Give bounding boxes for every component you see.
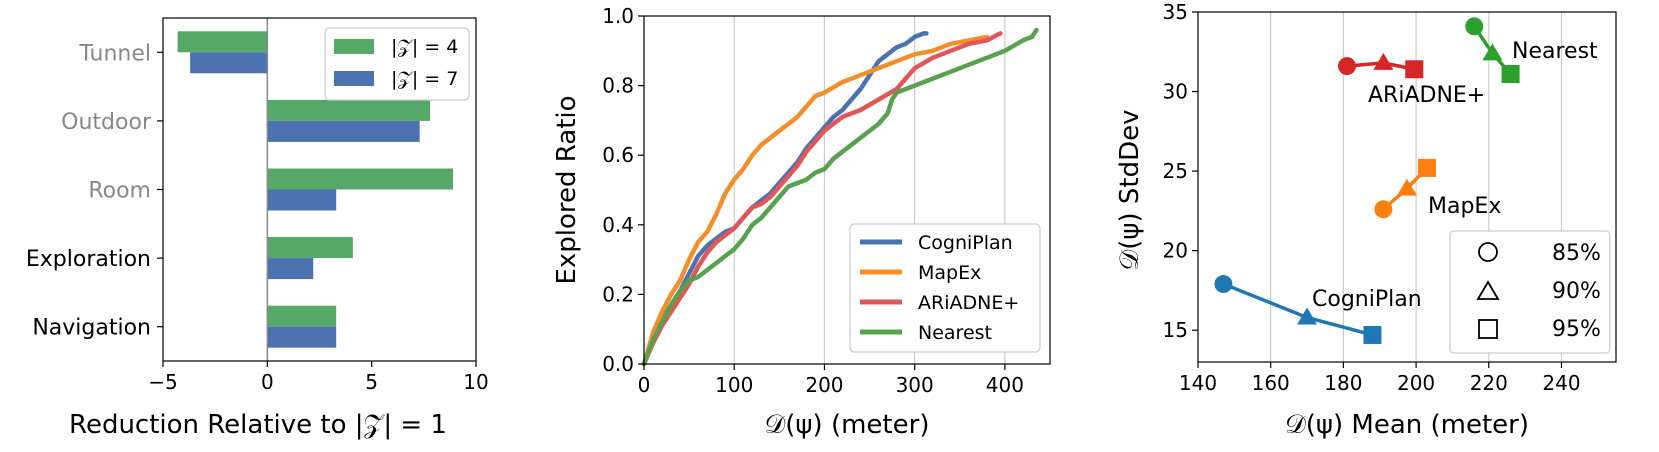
- bar-outdoor-s0: [267, 99, 431, 121]
- legend-swatch-z7: [334, 71, 374, 86]
- y-tick-label: 15: [1163, 318, 1188, 342]
- marker-cogniplan-85: [1214, 275, 1233, 294]
- legend-circle-marker: [1478, 242, 1498, 262]
- bar-tunnel-s0: [177, 31, 268, 53]
- plot-frame: [643, 15, 1051, 365]
- legend-label-z4: |𝒵| = 4: [391, 36, 458, 58]
- marker-mapex-90: [1397, 178, 1417, 196]
- line-nearest: [641, 27, 1039, 367]
- x-tick-label: 240: [1542, 371, 1580, 395]
- y-tick-label: 0.6: [602, 143, 634, 167]
- y-tick-label: 0.2: [602, 282, 634, 306]
- legend-triangle-marker: [1476, 280, 1500, 300]
- x-axis: 0 100 200 300 400: [638, 364, 1024, 397]
- y-axis-label: Explored Ratio: [552, 95, 582, 284]
- x-tick-label: 400: [986, 373, 1024, 397]
- x-axis: 140 160 180 200 220 240: [1179, 362, 1581, 395]
- x-tick-label: 10: [463, 370, 488, 394]
- marker-ariadne-90: [1373, 52, 1394, 70]
- marker-cogniplan-95: [1363, 325, 1382, 344]
- marker-mapex-95: [1417, 158, 1436, 177]
- x-tick-label: 200: [1397, 371, 1435, 395]
- x-tick-label: 220: [1470, 371, 1508, 395]
- line-mapex: [641, 34, 990, 367]
- series-lines: [641, 27, 1039, 367]
- y-tick-label: 35: [1163, 0, 1188, 24]
- y-axis-label: 𝒟(ψ) StdDev: [1115, 109, 1145, 270]
- legend-box: [849, 223, 1041, 353]
- marker-nearest-85: [1465, 17, 1484, 36]
- x-tick-label: 300: [896, 373, 934, 397]
- plot-frame: [1197, 11, 1617, 363]
- y-tick-label: 25: [1163, 159, 1188, 183]
- category-label: Room: [88, 179, 151, 204]
- y-tick-label: 20: [1163, 239, 1188, 263]
- category-label: Navigation: [32, 316, 151, 341]
- legend: CogniPlan MapEx ARiADNE+ Nearest: [849, 223, 1041, 353]
- bar-group: [177, 31, 454, 348]
- category-label: Tunnel: [78, 41, 151, 66]
- scatter-chart-panel: 140 160 180 200 220 240 15 20 25 30 35 𝒟(ψ) Mean …: [1115, 0, 1617, 440]
- legend-swatch-z4: [334, 39, 374, 54]
- line-cogniplan: [641, 31, 929, 367]
- marker-cogniplan-90: [1297, 307, 1318, 325]
- legend-label-mapex: MapEx: [918, 262, 981, 284]
- legend-square-marker: [1478, 319, 1498, 339]
- x-tick-label: 100: [715, 373, 753, 397]
- bar-chart-panel: Tunnel Outdoor Room Exploration Navigation −…: [26, 17, 489, 440]
- y-tick-label: 30: [1163, 80, 1188, 104]
- legend-label-95: 95%: [1552, 317, 1601, 342]
- series-markers: [1214, 17, 1520, 344]
- y-tick-label: 1.0: [602, 4, 634, 28]
- x-axis-label: 𝒟(ψ) (meter): [765, 410, 930, 440]
- marker-ariadne-85: [1338, 57, 1357, 76]
- marker-nearest-95: [1501, 65, 1520, 84]
- x-tick-label: 160: [1252, 371, 1290, 395]
- legend-label-z7: |𝒵| = 7: [391, 68, 458, 90]
- x-tick-label: 180: [1324, 371, 1362, 395]
- bar-outdoor-s1: [267, 120, 420, 142]
- bar-exploration-s1: [267, 258, 314, 280]
- x-tick-label: 0: [261, 370, 274, 394]
- x-tick-label: 5: [365, 370, 378, 394]
- bar-exploration-s0: [267, 237, 353, 259]
- bar-room-s0: [267, 168, 454, 190]
- annotation-nearest: Nearest: [1512, 39, 1598, 64]
- legend-label-90: 90%: [1552, 279, 1601, 304]
- bar-navigation-s1: [267, 326, 337, 348]
- legend-label-cogniplan: CogniPlan: [918, 232, 1013, 254]
- x-tick-label: −5: [148, 370, 177, 394]
- line-ariadne: [641, 31, 1003, 367]
- legend: |𝒵| = 4 |𝒵| = 7: [324, 27, 470, 101]
- bar-tunnel-s1: [190, 52, 268, 74]
- x-axis-label: 𝒟(ψ) Mean (meter): [1285, 410, 1529, 440]
- legend-label-ariadne: ARiADNE+: [918, 292, 1019, 314]
- category-label: Outdoor: [61, 110, 152, 135]
- y-axis: 0.0 0.2 0.4 0.6 0.8 1.0: [602, 4, 644, 376]
- y-tick-label: 0.4: [602, 213, 634, 237]
- y-tick-label: 0.8: [602, 74, 634, 98]
- legend-label-85: 85%: [1552, 241, 1601, 266]
- category-axis: Tunnel Outdoor Room Exploration Navigation: [26, 41, 163, 341]
- y-axis: 15 20 25 30 35: [1163, 0, 1198, 342]
- x-tick-label: 0: [638, 373, 651, 397]
- annotation-ariadne: ARiADNE+: [1368, 83, 1485, 108]
- x-tick-label: 200: [805, 373, 843, 397]
- line-chart-panel: 0 100 200 300 400 0.0 0.2 0.4 0.6 0.8 1.0 𝒟(ψ) (m…: [552, 4, 1051, 440]
- y-tick-label: 0.0: [602, 352, 634, 376]
- bar-navigation-s0: [267, 305, 337, 327]
- marker-nearest-90: [1482, 43, 1503, 61]
- annotation-cogniplan: CogniPlan: [1312, 287, 1422, 312]
- x-axis: −5 0 5 10: [148, 361, 489, 394]
- x-axis-label: Reduction Relative to |𝒵| = 1: [69, 410, 447, 440]
- annotation-mapex: MapEx: [1428, 194, 1501, 219]
- x-tick-label: 140: [1179, 371, 1217, 395]
- legend-label-nearest: Nearest: [918, 322, 992, 344]
- legend: 85% 90% 95%: [1449, 230, 1611, 354]
- marker-ariadne-95: [1405, 60, 1424, 79]
- category-label: Exploration: [26, 247, 151, 272]
- bar-room-s1: [267, 189, 337, 211]
- marker-mapex-85: [1374, 200, 1393, 219]
